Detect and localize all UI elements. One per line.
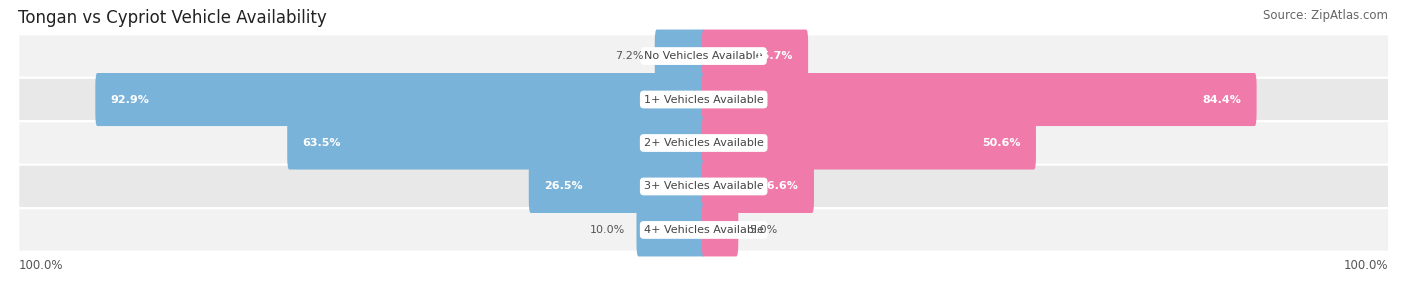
Text: 26.5%: 26.5% <box>544 182 582 191</box>
FancyBboxPatch shape <box>655 29 706 83</box>
Text: 92.9%: 92.9% <box>110 95 149 104</box>
FancyBboxPatch shape <box>18 208 1389 252</box>
FancyBboxPatch shape <box>702 29 808 83</box>
FancyBboxPatch shape <box>18 165 1389 208</box>
FancyBboxPatch shape <box>287 116 706 170</box>
Text: Source: ZipAtlas.com: Source: ZipAtlas.com <box>1263 9 1388 21</box>
Text: 1+ Vehicles Available: 1+ Vehicles Available <box>644 95 763 104</box>
Text: 7.2%: 7.2% <box>616 51 644 61</box>
FancyBboxPatch shape <box>702 203 738 257</box>
Text: 3+ Vehicles Available: 3+ Vehicles Available <box>644 182 763 191</box>
Text: 4+ Vehicles Available: 4+ Vehicles Available <box>644 225 763 235</box>
Text: 5.0%: 5.0% <box>749 225 778 235</box>
FancyBboxPatch shape <box>18 34 1389 78</box>
FancyBboxPatch shape <box>18 121 1389 165</box>
Text: 100.0%: 100.0% <box>18 259 63 273</box>
FancyBboxPatch shape <box>529 160 706 213</box>
Text: 100.0%: 100.0% <box>1343 259 1388 273</box>
Text: Tongan vs Cypriot Vehicle Availability: Tongan vs Cypriot Vehicle Availability <box>18 9 328 27</box>
Text: 84.4%: 84.4% <box>1202 95 1241 104</box>
FancyBboxPatch shape <box>96 73 706 126</box>
FancyBboxPatch shape <box>637 203 706 257</box>
Text: 16.6%: 16.6% <box>761 182 799 191</box>
Text: 2+ Vehicles Available: 2+ Vehicles Available <box>644 138 763 148</box>
FancyBboxPatch shape <box>18 78 1389 121</box>
Text: 50.6%: 50.6% <box>983 138 1021 148</box>
Text: 15.7%: 15.7% <box>755 51 793 61</box>
FancyBboxPatch shape <box>702 73 1257 126</box>
FancyBboxPatch shape <box>702 160 814 213</box>
Text: No Vehicles Available: No Vehicles Available <box>644 51 763 61</box>
FancyBboxPatch shape <box>702 116 1036 170</box>
Text: 10.0%: 10.0% <box>591 225 626 235</box>
Text: 63.5%: 63.5% <box>302 138 340 148</box>
